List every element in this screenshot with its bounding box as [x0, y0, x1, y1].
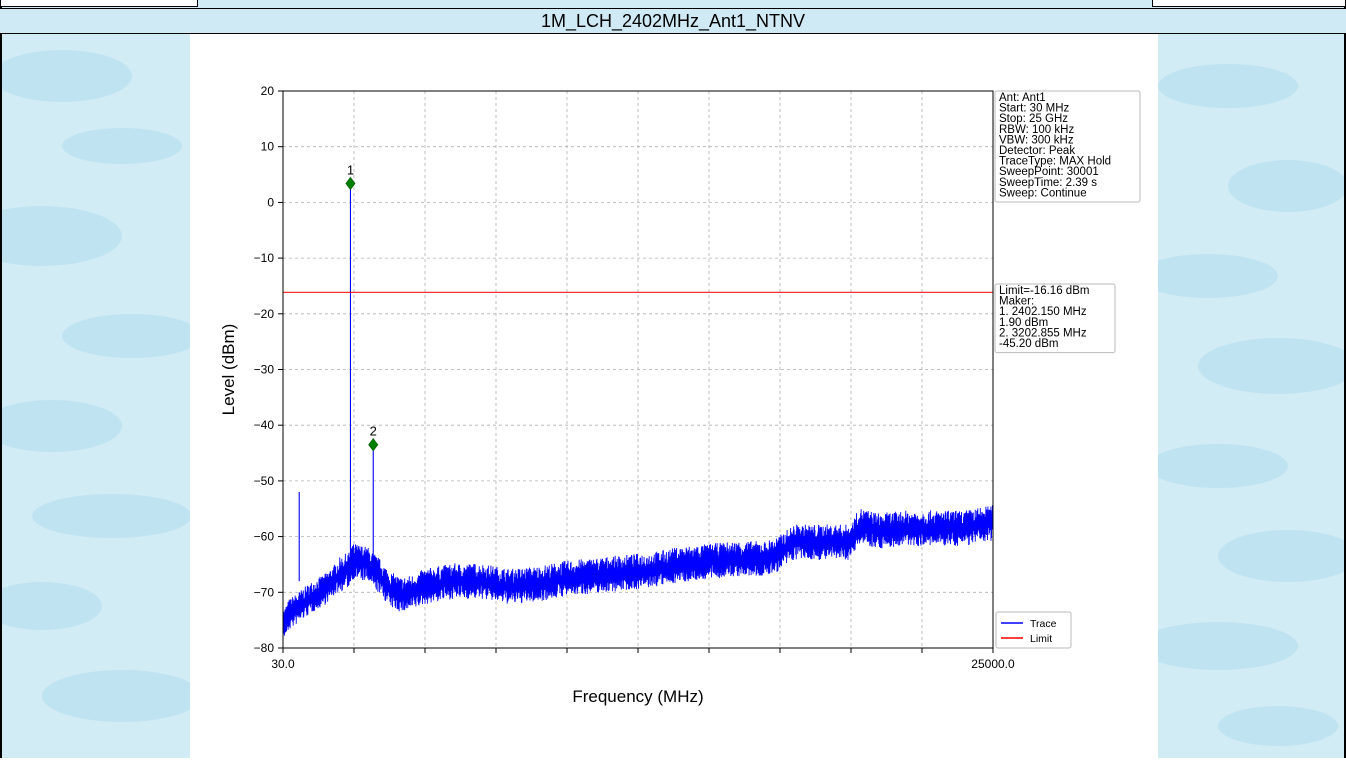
y-tick-label: 20: [261, 84, 275, 98]
y-tick-label: −60: [254, 530, 275, 544]
plot-area-frame: [282, 90, 994, 649]
result-line: 1.90 dBm: [999, 317, 1048, 329]
legend-frame: [995, 611, 1072, 649]
settings-line: Stop: 25 GHz: [999, 113, 1068, 125]
settings-line: Detector: Peak: [999, 145, 1075, 157]
result-line: -45.20 dBm: [999, 338, 1058, 350]
y-tick-label: −10: [254, 251, 275, 265]
settings-line: Sweep: Continue: [999, 187, 1087, 199]
y-tick-label: −70: [254, 585, 275, 599]
trace-series-line: [282, 505, 994, 641]
marker-diamond: [368, 438, 379, 452]
result-line: 1. 2402.150 MHz: [999, 306, 1087, 318]
chart-panel: 20 10 0 −10 −20 −30 −40 −50 −60 −70 −80 30.0 25000.…: [190, 34, 1158, 758]
y-tick-label: 10: [261, 140, 275, 154]
y-tick-label: 0: [267, 195, 274, 209]
settings-line: RBW: 100 kHz: [999, 124, 1074, 136]
result-line: Limit=-16.16 dBm: [999, 285, 1089, 297]
y-axis-label: Level (dBm): [219, 324, 238, 416]
y-axis-ticks: 20 10 0 −10 −20 −30 −40 −50 −60 −70 −80: [254, 84, 283, 655]
y-tick-label: −80: [254, 641, 275, 655]
info-box-frame: [994, 283, 1116, 354]
marker-label: 1: [347, 162, 354, 177]
x-tick-label: 30.0: [271, 657, 295, 671]
top-table-edge: [0, 0, 1346, 8]
watermark-right: [1158, 36, 1344, 758]
settings-line: SweepTime: 2.39 s: [999, 177, 1097, 189]
x-axis-label: Frequency (MHz): [572, 687, 703, 706]
result-line: 2. 3202.855 MHz: [999, 327, 1087, 339]
marker-label: 2: [370, 424, 377, 439]
legend-entry: Limit: [1030, 633, 1052, 645]
result-line: Maker:: [999, 296, 1034, 308]
y-tick-label: −20: [254, 307, 275, 321]
page-title: 1M_LCH_2402MHz_Ant1_NTNV: [0, 8, 1346, 34]
settings-line: Ant: Ant1: [999, 92, 1046, 104]
watermark-left: [2, 36, 190, 758]
settings-line: Start: 30 MHz: [999, 103, 1070, 115]
legend: Trace Limit: [995, 611, 1072, 649]
y-tick-label: −30: [254, 363, 275, 377]
marker-layer: 12: [345, 162, 379, 452]
settings-line: SweepPoint: 30001: [999, 166, 1099, 178]
x-axis-ticks: 30.0 25000.0: [271, 648, 1015, 671]
series-layer: [282, 183, 994, 641]
x-tick-label: 25000.0: [971, 657, 1015, 671]
legend-entry: Trace: [1030, 618, 1057, 630]
settings-line: TraceType: MAX Hold: [999, 156, 1111, 168]
settings-line: VBW: 300 kHz: [999, 134, 1074, 146]
info-box-frame: [994, 90, 1141, 203]
y-tick-label: −50: [254, 474, 275, 488]
y-tick-label: −40: [254, 418, 275, 432]
spectrum-chart: 20 10 0 −10 −20 −30 −40 −50 −60 −70 −80 30.0 25000.…: [219, 84, 1141, 706]
marker-diamond: [345, 176, 356, 191]
